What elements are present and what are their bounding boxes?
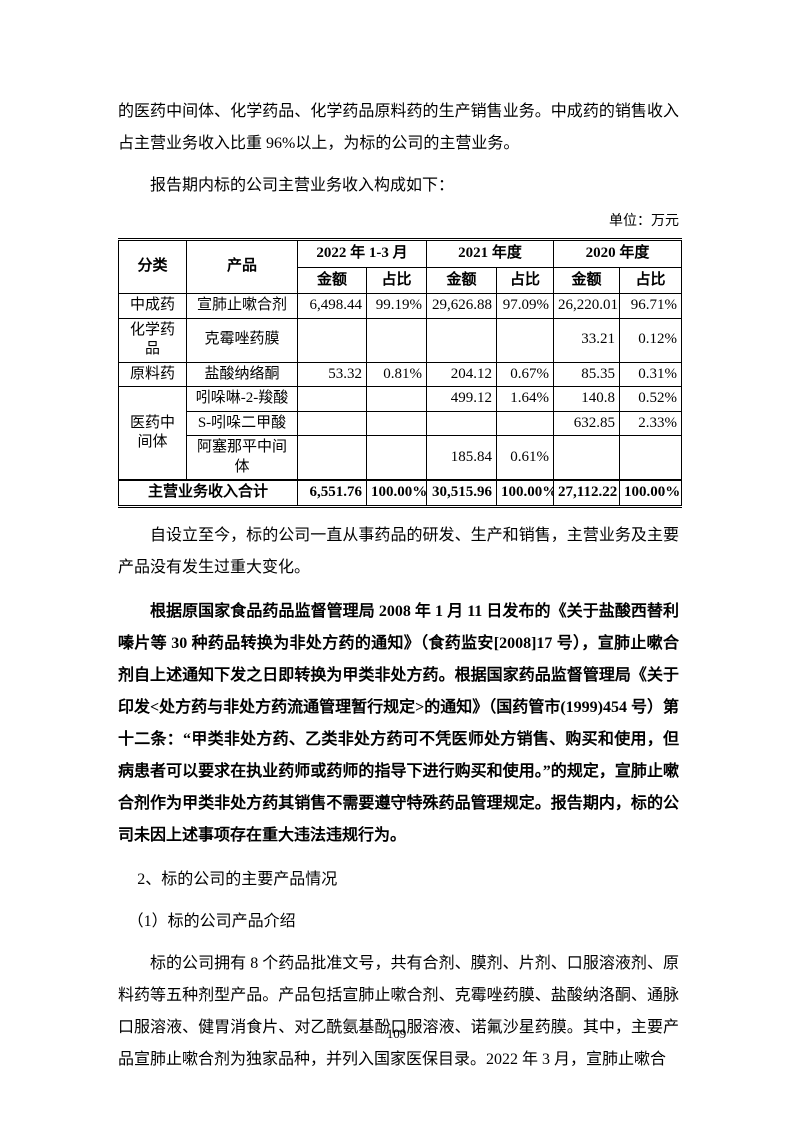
- cell-amount: [297, 435, 367, 481]
- total-amount: 30,515.96: [426, 479, 497, 507]
- cell-amount: 204.12: [426, 361, 497, 387]
- header-period-2021: 2021 年度: [425, 239, 555, 268]
- total-ratio: 100.00%: [619, 479, 683, 507]
- header-period-2022: 2022 年 1-3 月: [297, 239, 427, 268]
- cell-amount: 85.35: [553, 361, 621, 387]
- cell-amount: 26,220.01: [553, 293, 621, 319]
- cell-amount: 632.85: [553, 410, 621, 436]
- cell-product: S-吲哚二甲酸: [186, 410, 298, 436]
- total-amount: 27,112.22: [553, 479, 621, 507]
- cell-amount: [426, 410, 497, 436]
- page-number: 109: [386, 1026, 407, 1041]
- cell-product: 吲哚啉-2-羧酸: [186, 386, 298, 412]
- cell-amount: 6,498.44: [297, 293, 367, 319]
- paragraph-regulation: 根据原国家食品药品监督管理局 2008 年 1 月 11 日发布的《关于盐酸西替…: [118, 602, 679, 844]
- cell-ratio: 1.64%: [495, 386, 555, 412]
- header-product: 产品: [186, 239, 298, 294]
- paragraph-continuation: 的医药中间体、化学药品、化学药品原料药的生产销售业务。中成药的销售收入占主营业务…: [118, 103, 679, 152]
- cell-product: 盐酸纳络酮: [186, 361, 298, 387]
- cell-category: 原料药: [118, 361, 187, 387]
- cell-ratio: 0.52%: [619, 386, 683, 412]
- revenue-table: 分类 产品 2022 年 1-3 月 2021 年度 2020 年度 金额 占比…: [118, 238, 683, 508]
- cell-amount: 29,626.88: [426, 293, 497, 319]
- header-ratio-2021: 占比: [495, 266, 555, 294]
- cell-ratio: 96.71%: [619, 293, 683, 319]
- table-row: 医药中间体 吲哚啉-2-羧酸 499.12 1.64% 140.8 0.52%: [118, 386, 683, 481]
- cell-ratio: [366, 386, 427, 412]
- cell-amount: 499.12: [426, 386, 497, 412]
- cell-amount: [297, 410, 367, 436]
- cell-ratio: [619, 435, 683, 481]
- cell-amount: 140.8: [553, 386, 621, 412]
- cell-ratio: [366, 435, 427, 481]
- paragraph-history: 自设立至今，标的公司一直从事药品的研发、生产和销售，主营业务及主要产品没有发生过…: [118, 526, 679, 576]
- total-ratio: 100.00%: [366, 479, 427, 507]
- heading-product-intro: （1）标的公司产品介绍: [127, 912, 296, 930]
- cell-ratio: 0.61%: [495, 435, 555, 481]
- cell-amount: [553, 435, 621, 481]
- cell-ratio: 0.81%: [366, 361, 427, 387]
- unit-label: 单位：万元: [609, 214, 679, 229]
- cell-ratio: [495, 317, 555, 363]
- header-period-2020: 2020 年度: [553, 239, 683, 268]
- total-amount: 6,551.76: [297, 479, 367, 507]
- cell-category: 中成药: [118, 293, 187, 319]
- cell-ratio: 97.09%: [495, 293, 555, 319]
- cell-amount: 185.84: [426, 435, 497, 481]
- paragraph-table-intro: 报告期内标的公司主营业务收入构成如下：: [150, 177, 455, 194]
- cell-product: 阿塞那平中间体: [186, 435, 298, 481]
- table-row: 化学药品 克霉唑药膜 33.21 0.12%: [118, 317, 683, 363]
- paragraph-product-detail: 标的公司拥有 8 个药品批准文号，共有合剂、膜剂、片剂、口服溶液剂、原料药等五种…: [118, 954, 679, 1068]
- table-row: 原料药 盐酸纳络酮 53.32 0.81% 204.12 0.67% 85.35…: [118, 361, 683, 387]
- cell-amount: 53.32: [297, 361, 367, 387]
- table-total-row: 主营业务收入合计 6,551.76 100.00% 30,515.96 100.…: [118, 479, 683, 507]
- cell-amount: [297, 317, 367, 363]
- cell-ratio: [366, 317, 427, 363]
- header-amount-2020: 金额: [553, 266, 621, 294]
- cell-ratio: 0.12%: [619, 317, 683, 363]
- cell-product: 宣肺止嗽合剂: [186, 293, 298, 319]
- cell-amount: [426, 317, 497, 363]
- cell-amount: [297, 386, 367, 412]
- table-subheader-row: 金额 占比 金额 占比 金额 占比: [119, 266, 683, 294]
- header-ratio-2020: 占比: [619, 266, 683, 294]
- header-amount-2021: 金额: [426, 266, 497, 294]
- heading-main-products: 2、标的公司的主要产品情况: [137, 870, 338, 888]
- table-row: 中成药 宣肺止嗽合剂 6,498.44 99.19% 29,626.88 97.…: [118, 293, 683, 319]
- cell-ratio: 0.67%: [495, 361, 555, 387]
- cell-category: 化学药品: [118, 317, 187, 363]
- table-row: S-吲哚二甲酸 632.85 2.33%: [119, 410, 683, 436]
- total-ratio: 100.00%: [495, 479, 555, 507]
- table-header-row: 分类 产品 2022 年 1-3 月 2021 年度 2020 年度: [118, 239, 683, 294]
- header-category: 分类: [118, 239, 187, 294]
- cell-product: 克霉唑药膜: [186, 317, 298, 363]
- cell-ratio: 0.31%: [619, 361, 683, 387]
- cell-ratio: [366, 410, 427, 436]
- total-label: 主营业务收入合计: [118, 479, 298, 507]
- cell-ratio: 2.33%: [619, 410, 683, 436]
- header-amount-2022: 金额: [297, 266, 367, 294]
- cell-ratio: [495, 410, 555, 436]
- header-ratio-2022: 占比: [366, 266, 427, 294]
- cell-category: 医药中间体: [118, 386, 187, 481]
- cell-ratio: 99.19%: [366, 293, 427, 319]
- table-row: 阿塞那平中间体 185.84 0.61%: [119, 435, 683, 481]
- page-content: 的医药中间体、化学药品、化学药品原料药的生产销售业务。中成药的销售收入占主营业务…: [118, 103, 683, 1068]
- cell-amount: 33.21: [553, 317, 621, 363]
